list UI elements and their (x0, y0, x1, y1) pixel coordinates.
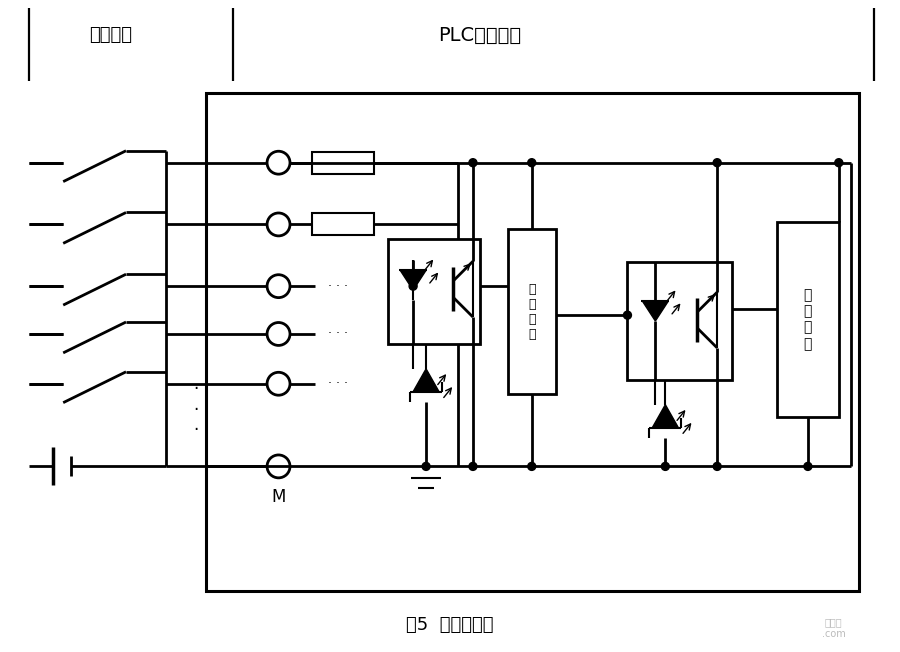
Circle shape (469, 158, 477, 167)
Circle shape (624, 311, 632, 319)
Bar (388, 239, 480, 344)
Polygon shape (652, 405, 679, 428)
Circle shape (527, 158, 536, 167)
Polygon shape (643, 301, 669, 321)
Circle shape (713, 158, 721, 167)
Text: 外部接线: 外部接线 (89, 26, 132, 44)
Polygon shape (413, 369, 439, 392)
Bar (206, 93, 859, 591)
Text: ·
·
·: · · · (194, 380, 198, 439)
Circle shape (804, 462, 812, 470)
Text: · · ·: · · · (328, 327, 348, 340)
Text: PLC内部接线: PLC内部接线 (438, 25, 521, 45)
Polygon shape (400, 270, 426, 290)
Text: 接线图
.com: 接线图 .com (822, 617, 846, 639)
Circle shape (469, 462, 477, 470)
Text: M: M (271, 488, 285, 507)
Circle shape (527, 462, 536, 470)
Bar (777, 222, 839, 417)
Text: 图5  共阳极电路: 图5 共阳极电路 (406, 615, 494, 634)
Circle shape (422, 462, 430, 470)
Bar (508, 230, 555, 394)
Bar (627, 262, 732, 379)
Text: 至
处
理
器: 至 处 理 器 (804, 288, 812, 351)
Bar (312, 213, 374, 235)
Circle shape (835, 158, 842, 167)
Bar (312, 152, 374, 173)
Text: · · ·: · · · (328, 378, 348, 391)
Circle shape (662, 462, 670, 470)
Circle shape (410, 282, 417, 290)
Text: · · ·: · · · (328, 280, 348, 293)
Text: 至
处
理
器: 至 处 理 器 (528, 282, 536, 340)
Circle shape (713, 462, 721, 470)
